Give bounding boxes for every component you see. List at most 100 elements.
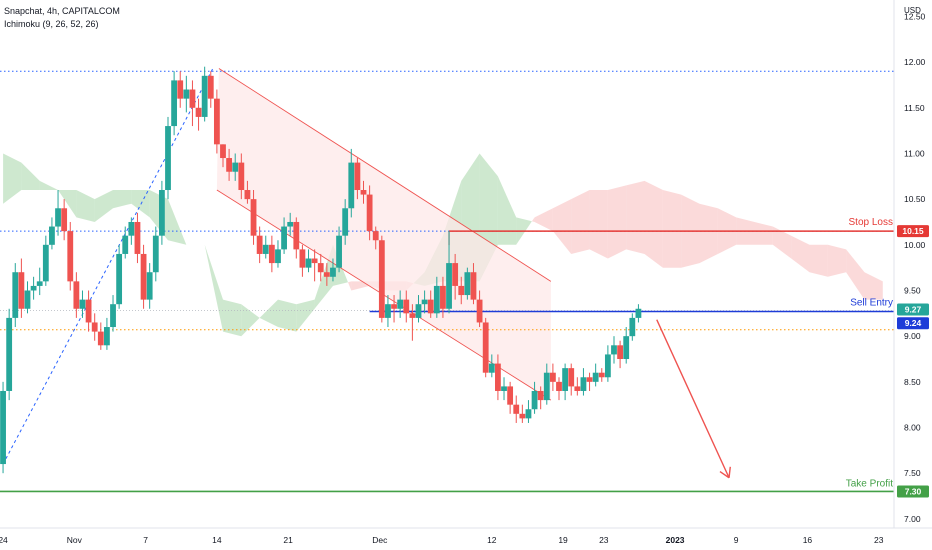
candle-body xyxy=(580,377,587,391)
candle-body xyxy=(427,299,434,314)
candle-body xyxy=(293,221,300,250)
x-tick-label: Dec xyxy=(372,535,388,545)
candle-body xyxy=(549,372,556,382)
candle-body xyxy=(385,304,391,318)
candle-body xyxy=(372,231,379,241)
candle-body xyxy=(501,386,507,391)
candle-body xyxy=(629,317,636,337)
candle-body xyxy=(146,272,153,300)
candle-body xyxy=(42,244,49,282)
candle-body xyxy=(568,368,575,387)
cloud-segment xyxy=(21,162,40,190)
cloud-segment xyxy=(534,208,553,232)
y-tick-label: 8.50 xyxy=(904,377,921,387)
candle-body xyxy=(323,272,330,277)
x-tick-label: 7 xyxy=(143,535,148,545)
indicator-legend[interactable]: Ichimoku (9, 26, 52, 26) xyxy=(4,19,99,29)
cloud-segment xyxy=(662,190,682,268)
x-tick-label: 16 xyxy=(803,535,813,545)
candlesticks xyxy=(0,66,642,474)
entry-price-tag-text: 9.27 xyxy=(905,305,922,315)
cloud-segment xyxy=(76,190,95,222)
candle-body xyxy=(30,285,37,291)
candle-body xyxy=(336,235,342,268)
candle-body xyxy=(128,221,135,236)
candle-body xyxy=(226,158,233,172)
candle-body xyxy=(366,194,373,232)
candle-body xyxy=(537,390,544,401)
candle-body xyxy=(397,299,404,309)
candle-body xyxy=(268,244,275,264)
x-tick-label: 9 xyxy=(734,535,739,545)
cloud-segment xyxy=(846,249,865,300)
candle-body xyxy=(458,285,465,296)
down-arrow-shaft xyxy=(656,319,730,479)
candle-body xyxy=(421,299,428,305)
candle-body xyxy=(574,386,581,391)
candle-body xyxy=(207,75,214,99)
channel-fill xyxy=(216,68,551,401)
candle-body xyxy=(91,322,98,332)
candle-body xyxy=(110,304,116,328)
y-tick-label: 11.00 xyxy=(904,148,925,158)
candle-body xyxy=(134,221,141,254)
candle-body xyxy=(18,272,25,309)
cloud-segment xyxy=(571,190,590,254)
candle-body xyxy=(201,75,208,117)
cloud-segment xyxy=(772,226,792,259)
candle-body xyxy=(592,372,599,382)
y-tick-label: 12.50 xyxy=(904,11,926,21)
candle-body xyxy=(104,327,110,346)
candle-body xyxy=(85,299,92,323)
candle-body xyxy=(97,331,104,346)
candle-body xyxy=(262,244,269,254)
cloud-segment xyxy=(589,190,608,259)
candle-body xyxy=(525,409,532,419)
down-arrow-head xyxy=(728,466,731,478)
candle-body xyxy=(598,372,605,378)
candle-body xyxy=(317,263,324,273)
candle-body xyxy=(6,317,13,391)
candle-body xyxy=(354,162,361,191)
candle-body xyxy=(482,322,489,373)
candle-body xyxy=(604,354,611,378)
last-price-tag-bg xyxy=(897,317,929,330)
cloud-segment xyxy=(241,304,260,337)
chart-title: Snapchat, 4h, CAPITALCOM xyxy=(4,6,120,16)
candle-body xyxy=(55,208,61,227)
candle-body xyxy=(446,263,452,309)
candle-body xyxy=(12,272,19,318)
candle-body xyxy=(452,263,459,286)
candle-body xyxy=(287,221,294,227)
candle-body xyxy=(232,162,239,172)
cloud-segment xyxy=(809,244,828,277)
candle-body xyxy=(330,267,336,277)
currency-label: USD xyxy=(904,6,921,15)
cloud-segment xyxy=(864,272,883,300)
cloud-segment xyxy=(39,180,58,190)
candle-body xyxy=(360,190,367,195)
cloud-segment xyxy=(296,299,315,332)
candle-body xyxy=(152,235,159,273)
candle-body xyxy=(305,258,312,268)
cloud-segment xyxy=(531,217,535,222)
candle-body xyxy=(470,272,477,300)
price-axis[interactable]: 12.50 12.00 11.50 11.00 10.50 10.00 9.50 9.00 8.… xyxy=(904,11,926,523)
candle-body xyxy=(635,308,642,318)
cloud-segment xyxy=(644,180,663,268)
cloud-segment xyxy=(827,244,847,277)
candle-body xyxy=(611,345,617,355)
time-axis[interactable]: 24 Nov 7 14 21 Dec 12 19 23 2023 9 16 23 xyxy=(0,535,884,545)
candle-body xyxy=(73,281,80,309)
y-tick-label: 8.00 xyxy=(904,423,921,433)
candle-body xyxy=(250,199,257,236)
candle-body xyxy=(513,404,520,414)
candle-body xyxy=(213,98,220,145)
candle-body xyxy=(0,390,6,465)
cloud-segment xyxy=(552,199,572,254)
candle-body xyxy=(543,372,550,401)
candle-body xyxy=(238,162,245,191)
x-tick-label: 14 xyxy=(212,535,222,545)
cloud-segment xyxy=(348,281,352,291)
